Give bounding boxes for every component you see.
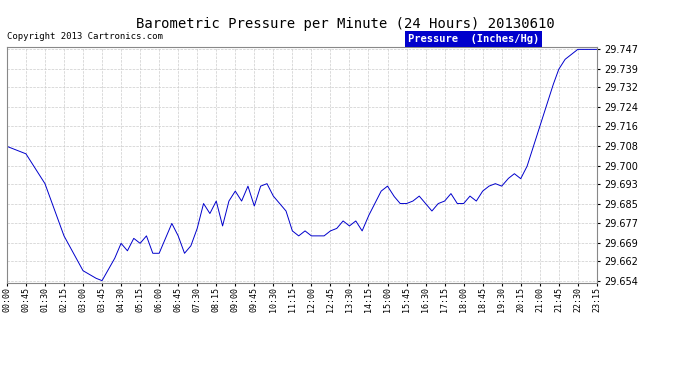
Text: Copyright 2013 Cartronics.com: Copyright 2013 Cartronics.com xyxy=(7,32,163,41)
Text: Pressure  (Inches/Hg): Pressure (Inches/Hg) xyxy=(408,34,540,44)
Text: Barometric Pressure per Minute (24 Hours) 20130610: Barometric Pressure per Minute (24 Hours… xyxy=(136,17,554,31)
